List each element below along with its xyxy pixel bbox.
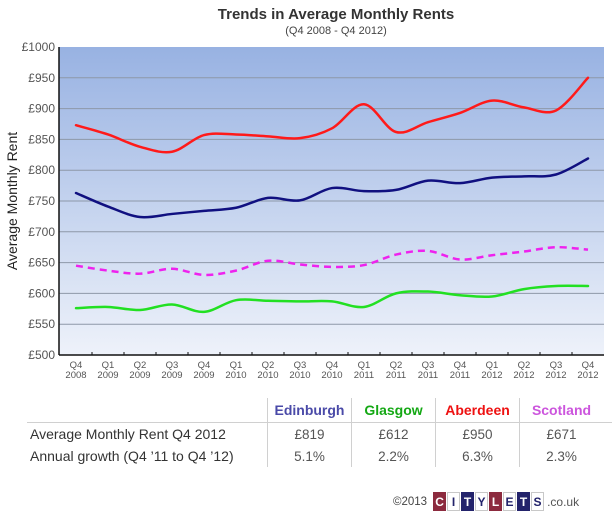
x-tick-label-year: 2011 [418, 370, 438, 381]
table-header-row: Edinburgh Glasgow Aberdeen Scotland [27, 398, 612, 423]
cell-edinburgh-growth: 5.1% [267, 445, 351, 467]
column-header-aberdeen: Aberdeen [435, 398, 519, 422]
x-tick-label-quarter: Q3 [294, 360, 307, 371]
y-tick-label: £800 [28, 163, 55, 177]
x-tick-label-quarter: Q2 [390, 360, 403, 371]
y-tick-label: £700 [28, 225, 55, 239]
logo-letter: T [461, 492, 475, 511]
x-tick-label-year: 2010 [257, 370, 278, 381]
x-tick-label-year: 2012 [577, 370, 598, 381]
chart-title: Trends in Average Monthly Rents [217, 6, 455, 23]
y-tick-label: £500 [28, 348, 55, 362]
row-label: Average Monthly Rent Q4 2012 [30, 426, 226, 442]
row-label: Annual growth (Q4 ’11 to Q4 ’12) [30, 448, 234, 464]
column-header-glasgow: Glasgow [351, 398, 435, 422]
summary-table: Edinburgh Glasgow Aberdeen Scotland Aver… [22, 398, 612, 467]
x-tick-label-year: 2009 [193, 370, 214, 381]
logo-letter: E [503, 492, 517, 511]
y-tick-label: £950 [28, 71, 55, 85]
x-tick-label-quarter: Q4 [326, 360, 339, 371]
x-tick-label-year: 2010 [289, 370, 310, 381]
cell-aberdeen-rent: £950 [435, 423, 519, 445]
x-tick-label-year: 2010 [225, 370, 246, 381]
x-tick-label-quarter: Q1 [102, 360, 115, 371]
x-tick-label-quarter: Q3 [550, 360, 563, 371]
logo-letter: Y [475, 492, 489, 511]
cell-glasgow-rent: £612 [351, 423, 435, 445]
column-header-scotland: Scotland [519, 398, 603, 422]
cell-glasgow-growth: 2.2% [351, 445, 435, 467]
x-tick-label-year: 2010 [321, 370, 342, 381]
copyright-text: ©2013 [393, 495, 428, 508]
x-tick-label-year: 2011 [354, 370, 374, 381]
table-row: Annual growth (Q4 ’11 to Q4 ’12) 5.1% 2.… [22, 445, 612, 467]
logo-letter: L [489, 492, 503, 511]
line-chart: £500 £550 £600 £650 £700 £750 £800 £850 £900 £950… [4, 40, 604, 381]
column-header-edinburgh: Edinburgh [267, 398, 351, 422]
cell-scotland-growth: 2.3% [519, 445, 603, 467]
y-tick-label: £1000 [22, 40, 56, 54]
cell-aberdeen-growth: 6.3% [435, 445, 519, 467]
x-tick-label-year: 2012 [481, 370, 502, 381]
x-tick-label-year: 2011 [386, 370, 406, 381]
cell-edinburgh-rent: £819 [267, 423, 351, 445]
x-tick-label-quarter: Q3 [422, 360, 435, 371]
x-tick-label-year: 2009 [161, 370, 182, 381]
x-tick-label-quarter: Q1 [486, 360, 499, 371]
y-tick-label: £850 [28, 132, 55, 146]
x-tick-label-quarter: Q1 [358, 360, 371, 371]
series-line-scotland [75, 245, 589, 277]
logo-domain: .co.uk [547, 494, 580, 509]
x-tick-label-year: 2012 [513, 370, 534, 381]
chart-subtitle: (Q4 2008 - Q4 2012) [285, 25, 387, 37]
table-row: Average Monthly Rent Q4 2012 £819 £612 £… [22, 423, 612, 445]
x-tick-label-year: 2008 [65, 370, 86, 381]
x-tick-label-quarter: Q2 [134, 360, 147, 371]
logo-letter: T [517, 492, 531, 511]
series-line-aberdeen [74, 76, 590, 154]
series-line-edinburgh [74, 157, 590, 219]
logo-letter: C [433, 492, 447, 511]
x-tick-label-quarter: Q4 [582, 360, 595, 371]
x-tick-label-quarter: Q3 [166, 360, 179, 371]
x-tick-label-year: 2012 [545, 370, 566, 381]
y-tick-label: £550 [28, 317, 55, 331]
y-tick-label: £650 [28, 256, 55, 270]
x-tick-label-year: 2011 [450, 370, 470, 381]
x-tick-label-quarter: Q2 [518, 360, 531, 371]
cell-scotland-rent: £671 [519, 423, 603, 445]
series-line-glasgow [74, 284, 590, 314]
x-tick-label-year: 2009 [129, 370, 150, 381]
x-tick-label-quarter: Q1 [230, 360, 243, 371]
logo-letter: I [447, 492, 461, 511]
x-tick-label-quarter: Q4 [70, 360, 83, 371]
x-tick-label-quarter: Q4 [454, 360, 467, 371]
y-tick-label: £600 [28, 286, 55, 300]
x-tick-label-year: 2009 [97, 370, 118, 381]
x-tick-label-quarter: Q2 [262, 360, 275, 371]
y-tick-label: £750 [28, 194, 55, 208]
x-tick-label-quarter: Q4 [198, 360, 211, 371]
logo-letter: S [531, 492, 545, 511]
y-tick-label: £900 [28, 102, 55, 116]
y-axis-title: Average Monthly Rent [4, 132, 20, 270]
